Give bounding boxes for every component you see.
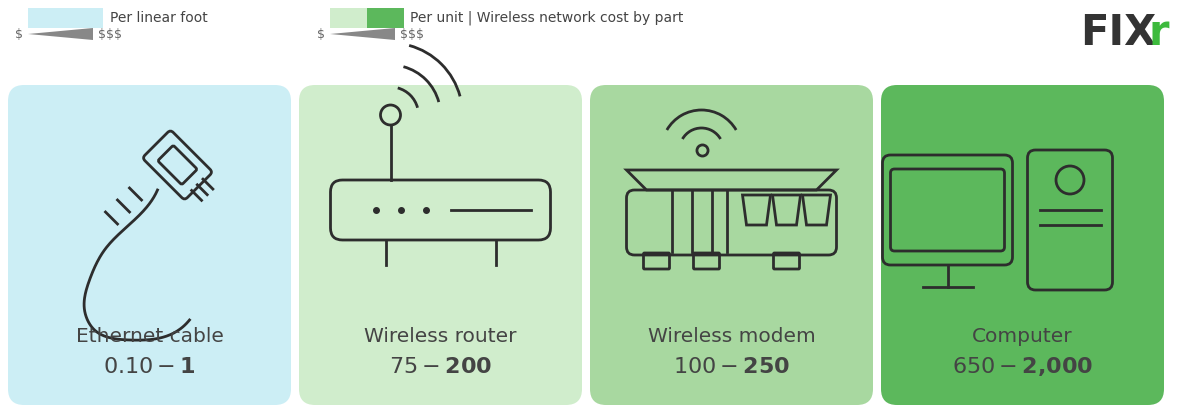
Text: $650 - $2,000: $650 - $2,000 — [952, 356, 1093, 378]
Text: Ethernet cable: Ethernet cable — [76, 328, 223, 347]
Text: $: $ — [317, 28, 325, 40]
FancyBboxPatch shape — [330, 8, 367, 28]
Text: $100 - $250: $100 - $250 — [673, 357, 790, 377]
Text: Per linear foot: Per linear foot — [110, 11, 208, 25]
Text: Per unit | Wireless network cost by part: Per unit | Wireless network cost by part — [410, 11, 683, 25]
Text: Wireless modem: Wireless modem — [648, 328, 815, 347]
Text: $75 - $200: $75 - $200 — [389, 357, 492, 377]
Text: $0.10 - $1: $0.10 - $1 — [103, 357, 196, 377]
Text: $$$: $$$ — [98, 28, 122, 40]
FancyBboxPatch shape — [881, 85, 1164, 405]
Polygon shape — [330, 28, 395, 40]
FancyBboxPatch shape — [882, 155, 1013, 265]
Text: Wireless router: Wireless router — [365, 328, 517, 347]
Text: FIX: FIX — [1080, 12, 1157, 54]
FancyBboxPatch shape — [367, 8, 404, 28]
FancyBboxPatch shape — [590, 85, 874, 405]
FancyBboxPatch shape — [299, 85, 582, 405]
FancyBboxPatch shape — [8, 85, 292, 405]
Text: Computer: Computer — [972, 328, 1073, 347]
FancyBboxPatch shape — [28, 8, 103, 28]
Polygon shape — [28, 28, 94, 40]
Text: r: r — [1148, 12, 1169, 54]
Text: $: $ — [14, 28, 23, 40]
Text: $$$: $$$ — [400, 28, 424, 40]
